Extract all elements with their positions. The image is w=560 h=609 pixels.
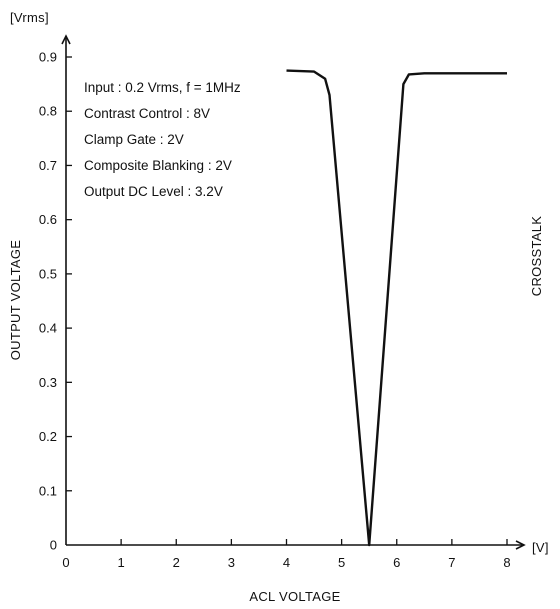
y-tick-label: 0.2 [39,429,57,444]
annotation-composite-blanking: Composite Blanking : 2V [84,158,232,173]
x-axis-arrow [515,540,526,550]
axes [61,34,526,550]
x-unit-label: [V] [532,540,549,555]
annotation-output-dc-level: Output DC Level : 3.2V [84,184,223,199]
x-tick-label: 5 [338,555,345,570]
y-tick-label: 0.6 [39,212,57,227]
x-tick-label: 2 [173,555,180,570]
right-side-label: CROSSTALK [529,216,544,297]
x-tick-label: 3 [228,555,235,570]
y-tick-label: 0 [50,538,57,553]
series-layer [286,69,507,547]
annotation-input: Input : 0.2 Vrms, f = 1MHz [84,80,241,95]
y-axis-title: OUTPUT VOLTAGE [8,240,23,361]
x-tick-label: 6 [393,555,400,570]
x-tick-label: 0 [62,555,69,570]
y-tick-label: 0.3 [39,375,57,390]
annotation-block: Input : 0.2 Vrms, f = 1MHz Contrast Cont… [84,80,241,199]
x-tick-label: 8 [503,555,510,570]
y-ticks: 0 0.1 0.2 0.3 0.4 0.5 0.6 0.7 0.8 0.9 [39,50,72,553]
x-tick-label: 7 [448,555,455,570]
x-axis-title: ACL VOLTAGE [249,589,340,604]
y-tick-label: 0.7 [39,158,57,173]
x-tick-label: 4 [283,555,290,570]
y-tick-label: 0.5 [39,266,57,281]
y-axis-arrow [61,34,71,45]
y-tick-label: 0.8 [39,104,57,119]
x-ticks: 0 1 2 3 4 5 6 7 8 [62,539,511,570]
x-tick-label: 1 [118,555,125,570]
annotation-clamp-gate: Clamp Gate : 2V [84,132,184,147]
annotation-contrast-control: Contrast Control : 8V [84,106,210,121]
y-tick-label: 0.9 [39,50,57,65]
y-unit-label: [Vrms] [10,10,49,25]
series-line-output-voltage [286,69,507,547]
y-tick-label: 0.4 [39,321,57,336]
y-tick-label: 0.1 [39,483,57,498]
